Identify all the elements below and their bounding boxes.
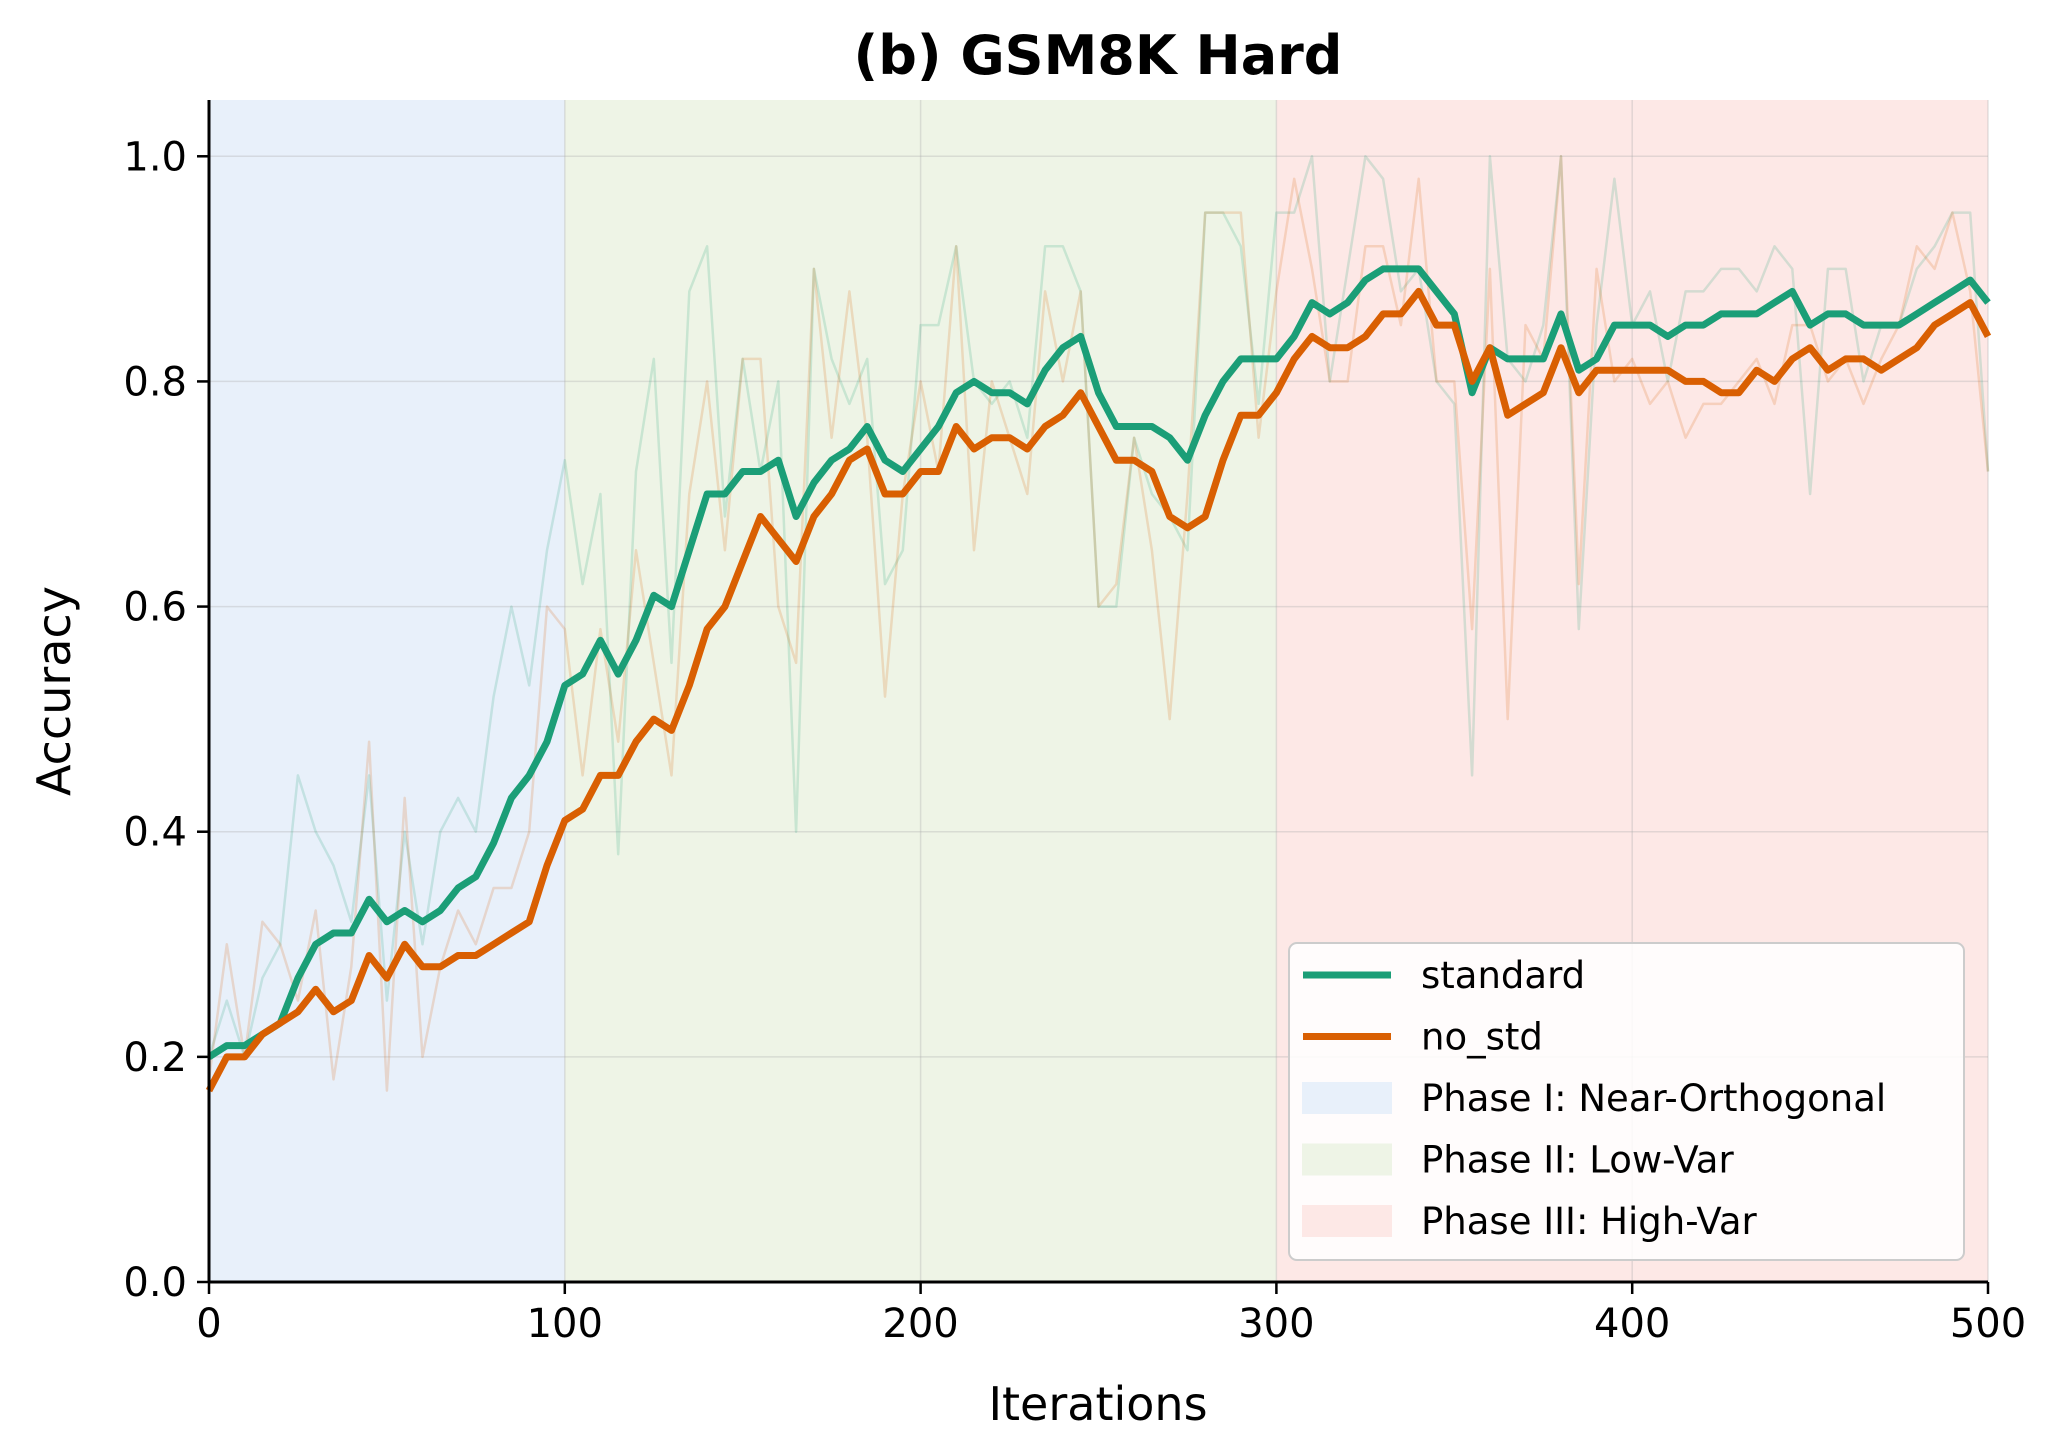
legend-swatch-phase-3 — [1302, 1205, 1392, 1237]
legend-label-3: Phase II: Low-Var — [1421, 1139, 1734, 1182]
no_std-raw-line — [207, 155, 1990, 1092]
legend-label-0: standard — [1421, 954, 1585, 997]
x-tick-label-0: 0 — [196, 1301, 221, 1347]
y-tick-label-4: 0.8 — [123, 359, 187, 405]
x-ticks: 0 100 200 300 400 500 — [196, 1282, 2026, 1347]
x-tick-label-4: 400 — [1594, 1301, 1670, 1347]
y-axis-label: Accuracy — [27, 586, 81, 796]
y-ticks: 0.0 0.2 0.4 0.6 0.8 1.0 — [123, 134, 209, 1306]
y-tick-label-3: 0.6 — [123, 585, 187, 631]
x-tick-label-1: 100 — [527, 1301, 603, 1347]
x-tick-label-5: 500 — [1950, 1301, 2026, 1347]
x-axis-label: Iterations — [988, 1377, 1207, 1431]
legend-swatch-phase-1 — [1302, 1082, 1392, 1114]
phase-band-1 — [209, 100, 565, 1282]
y-tick-label-0: 0.0 — [123, 1260, 187, 1306]
legend-label-4: Phase III: High-Var — [1421, 1200, 1758, 1243]
y-tick-label-5: 1.0 — [123, 134, 187, 180]
standard-smoothed-line — [207, 265, 1991, 1060]
legend-label-1: no_std — [1421, 1016, 1543, 1059]
legend-swatch-phase-2 — [1302, 1143, 1392, 1176]
legend-label-2: Phase I: Near-Orthogonal — [1421, 1077, 1886, 1120]
smooth-lines — [205, 265, 1992, 1093]
legend-frame — [1288, 942, 1965, 1261]
y-tick-label-2: 0.4 — [123, 810, 187, 856]
axes: 0 100 200 300 400 500 0.0 0.2 0.4 0.6 0.8 1.0 — [123, 100, 2026, 1347]
x-tick-label-3: 300 — [1238, 1301, 1314, 1347]
raw-lines — [207, 155, 1990, 1092]
no_std-smoothed-line — [205, 287, 1992, 1093]
legend: standard no_std Phase I: Near-Orthogonal Ph… — [1288, 942, 1965, 1261]
standard-raw-line — [207, 155, 1990, 1059]
y-tick-label-1: 0.2 — [123, 1035, 187, 1081]
chart-title: (b) GSM8K Hard — [854, 24, 1343, 87]
x-tick-label-2: 200 — [882, 1301, 958, 1347]
